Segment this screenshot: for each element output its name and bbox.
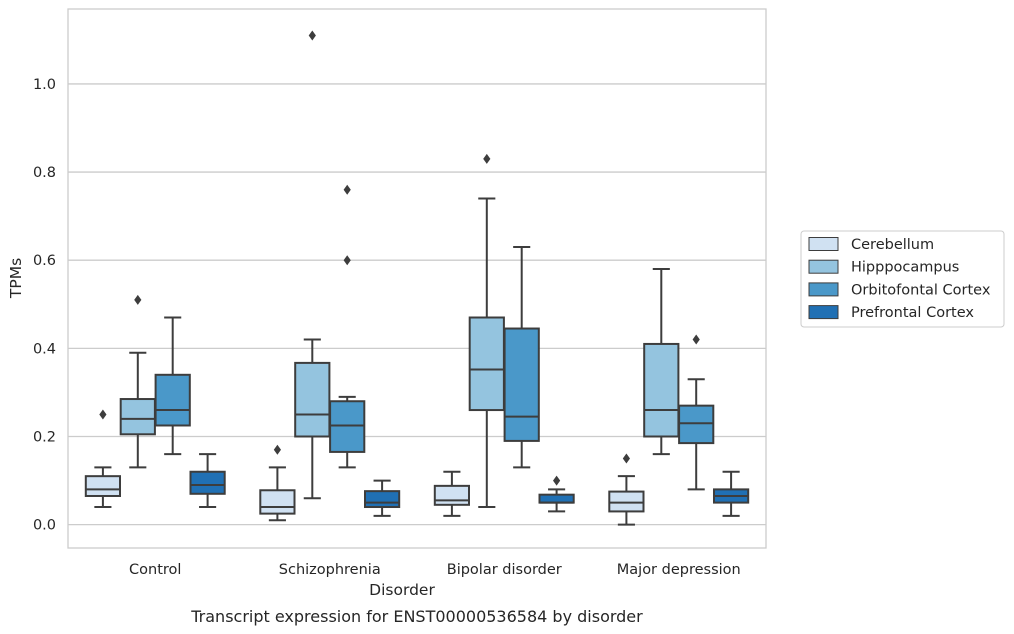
x-tick-label: Schizophrenia xyxy=(279,562,381,578)
x-axis-ticks: Control Schizophrenia Bipolar disorder Majo… xyxy=(129,562,741,578)
box-group xyxy=(538,475,575,513)
box-group xyxy=(678,334,715,491)
box-iqr xyxy=(503,327,540,442)
outlier-marker xyxy=(553,475,561,486)
x-tick-label: Control xyxy=(129,562,181,578)
boxes-layer xyxy=(84,30,750,526)
box-group xyxy=(643,268,680,456)
box-group xyxy=(259,444,296,522)
box-iqr xyxy=(538,493,575,504)
box-group xyxy=(608,453,645,526)
box-iqr xyxy=(468,316,505,412)
box-group xyxy=(119,294,156,469)
legend-swatch xyxy=(808,259,839,274)
box-group xyxy=(294,30,331,500)
y-tick-label: 0.4 xyxy=(33,341,56,357)
legend-swatch xyxy=(808,237,839,251)
box-iqr xyxy=(189,470,226,495)
box-iqr xyxy=(363,490,401,509)
box-iqr xyxy=(433,484,471,506)
legend-swatch xyxy=(808,282,839,297)
outlier-marker xyxy=(134,294,142,305)
box-iqr xyxy=(84,475,122,497)
outlier-marker xyxy=(273,444,281,455)
box-group xyxy=(468,153,505,509)
outlier-marker xyxy=(99,409,107,420)
box-group xyxy=(433,470,471,517)
legend-label: Hipppocampus xyxy=(851,260,959,276)
box-group xyxy=(503,245,540,469)
legend-label: Prefrontal Cortex xyxy=(851,305,974,321)
box-iqr xyxy=(294,361,331,438)
box-iqr xyxy=(608,490,645,513)
legend-label: Cerebellum xyxy=(851,237,934,253)
box-iqr xyxy=(643,342,680,438)
box-group xyxy=(189,453,226,509)
y-tick-label: 0.6 xyxy=(33,253,56,269)
outlier-marker xyxy=(692,334,700,345)
box-group xyxy=(154,316,191,456)
legend: Cerebellum Hipppocampus Orbitofontal Corte… xyxy=(800,230,1005,328)
y-axis-ticks: 0.0 0.2 0.4 0.6 0.8 1.0 xyxy=(33,77,56,534)
outlier-marker xyxy=(308,30,316,41)
box-group xyxy=(84,409,122,509)
legend-frame xyxy=(800,230,1005,328)
box-group xyxy=(329,184,366,469)
y-axis-label: TPMs xyxy=(7,258,25,299)
box-iqr xyxy=(329,400,366,453)
legend-swatch xyxy=(808,305,839,320)
outlier-marker xyxy=(343,184,351,195)
x-tick-label: Bipolar disorder xyxy=(447,562,562,578)
box-iqr xyxy=(154,373,191,427)
y-tick-label: 0.0 xyxy=(33,518,56,534)
box-group xyxy=(363,479,401,517)
y-tick-label: 1.0 xyxy=(33,77,56,93)
plot-area xyxy=(68,9,766,548)
plot-frame xyxy=(67,8,767,549)
box-iqr xyxy=(678,404,715,445)
box-group xyxy=(712,470,750,517)
x-axis-label: Disorder xyxy=(369,581,435,599)
outlier-marker xyxy=(343,255,351,266)
box-iqr xyxy=(119,398,156,436)
y-tick-label: 0.8 xyxy=(33,165,56,181)
x-tick-label: Major depression xyxy=(617,562,741,578)
chart-caption: Transcript expression for ENST0000053658… xyxy=(190,607,643,626)
outlier-marker xyxy=(483,153,491,164)
y-tick-label: 0.2 xyxy=(33,429,56,445)
legend-label: Orbitofontal Cortex xyxy=(851,282,991,298)
outlier-marker xyxy=(622,453,630,464)
box-iqr xyxy=(259,489,296,515)
